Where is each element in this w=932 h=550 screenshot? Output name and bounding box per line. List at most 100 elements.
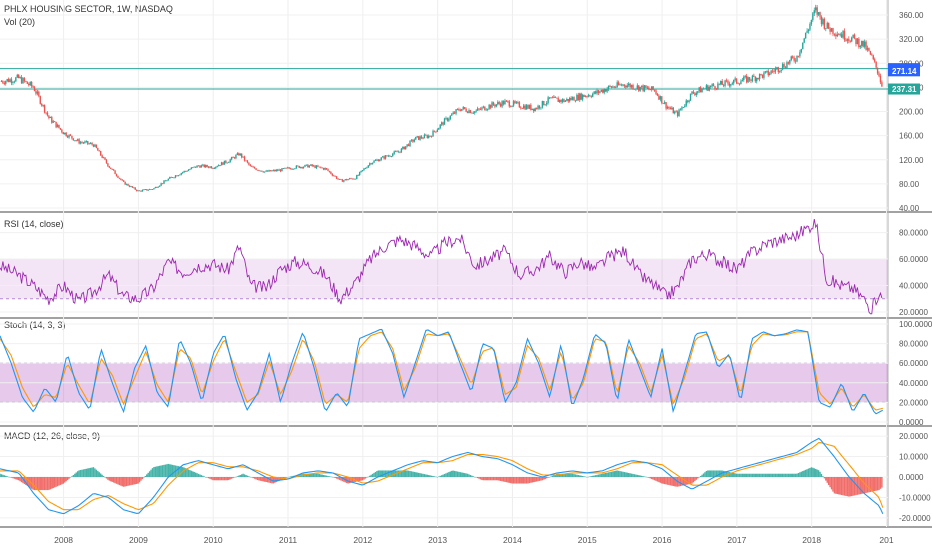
candle (98, 150, 100, 152)
macd-histogram-bar (239, 474, 241, 477)
macd-histogram-bar (419, 473, 421, 477)
macd-histogram-bar (580, 475, 582, 477)
candle (419, 136, 421, 140)
macd-histogram-bar (222, 477, 224, 481)
candle (770, 70, 772, 74)
candle (164, 180, 167, 182)
candle (721, 80, 723, 85)
candle (75, 140, 77, 142)
candle (619, 84, 621, 86)
candle (816, 7, 818, 15)
candle (599, 91, 601, 93)
candle (754, 76, 756, 82)
macd-histogram-bar (748, 473, 751, 477)
candle (246, 160, 249, 163)
macd-histogram-bar (171, 464, 174, 477)
candle (9, 79, 11, 82)
candle (272, 169, 275, 171)
macd-histogram-bar (130, 477, 132, 486)
macd-histogram-bar (494, 477, 496, 481)
macd-histogram-bar (779, 473, 781, 477)
price-badge (888, 65, 920, 77)
macd-histogram-bar (615, 470, 617, 477)
candle (727, 80, 729, 84)
macd-histogram-bar (849, 477, 851, 497)
macd-histogram-bar (127, 477, 129, 486)
candle (694, 93, 696, 95)
candle (862, 40, 864, 47)
macd-histogram-bar (707, 470, 709, 477)
macd-histogram-bar (154, 466, 157, 477)
candle (415, 136, 417, 140)
macd-histogram-bar (341, 477, 344, 482)
candle (217, 165, 220, 167)
macd-histogram-bar (108, 477, 111, 481)
candle (223, 160, 226, 165)
macd-histogram-bar (163, 464, 165, 477)
rsi-pane-label: RSI (14, close) (4, 219, 64, 229)
macd-histogram-bar (91, 467, 93, 477)
macd-histogram-bar (773, 473, 775, 477)
candle (36, 91, 39, 94)
candle (576, 94, 578, 101)
candle (12, 82, 14, 83)
candle (45, 112, 47, 114)
candle (426, 135, 428, 138)
candle (131, 186, 134, 188)
candle (875, 61, 877, 68)
macd-histogram-bar (596, 474, 598, 477)
candle (275, 169, 277, 172)
candle (515, 102, 518, 103)
macd-histogram-bar (524, 477, 526, 484)
candle (209, 166, 211, 168)
macd-histogram-bar (141, 477, 144, 480)
candle (383, 156, 385, 159)
candle (645, 85, 647, 88)
macd-histogram-bar (140, 477, 142, 481)
macd-histogram-bar (492, 477, 495, 481)
candle (72, 138, 75, 141)
macd-histogram-bar (783, 473, 785, 477)
macd-histogram-bar (507, 477, 509, 483)
candle (49, 117, 52, 119)
macd-histogram-bar (853, 477, 856, 496)
candle (433, 130, 436, 132)
macd-histogram-bar (766, 473, 768, 477)
macd-histogram-bar (728, 472, 731, 477)
candle (453, 112, 456, 114)
macd-histogram-bar (115, 477, 118, 484)
macd-histogram-bar (531, 477, 534, 483)
candle (712, 84, 715, 87)
candle (281, 168, 283, 172)
x-tick-label: 2015 (578, 535, 597, 545)
macd-histogram-bar (625, 472, 627, 477)
candle (757, 77, 759, 80)
macd-histogram-bar (202, 475, 204, 477)
macd-histogram-bar (557, 473, 559, 477)
macd-histogram-bar (705, 470, 708, 477)
candle (177, 175, 180, 177)
macd-histogram-bar (573, 474, 575, 477)
macd-histogram-bar (72, 474, 75, 477)
macd-histogram-bar (652, 477, 654, 480)
candle (537, 105, 539, 110)
macd-histogram-bar (321, 474, 323, 477)
candle (15, 77, 17, 82)
candle (370, 163, 372, 165)
macd-histogram-bar (438, 476, 440, 477)
candle (491, 102, 493, 108)
macd-histogram-bar (167, 463, 170, 477)
candle (48, 115, 50, 119)
macd-histogram-bar (622, 471, 624, 477)
macd-histogram-bar (259, 477, 262, 481)
macd-histogram-bar (410, 471, 413, 477)
candle (295, 165, 298, 169)
candle (830, 28, 833, 32)
macd-histogram-bar (445, 473, 447, 477)
candle (379, 159, 381, 162)
candle (643, 85, 646, 91)
macd-histogram-bar (212, 477, 214, 481)
candle (269, 170, 272, 172)
candle (701, 89, 703, 93)
